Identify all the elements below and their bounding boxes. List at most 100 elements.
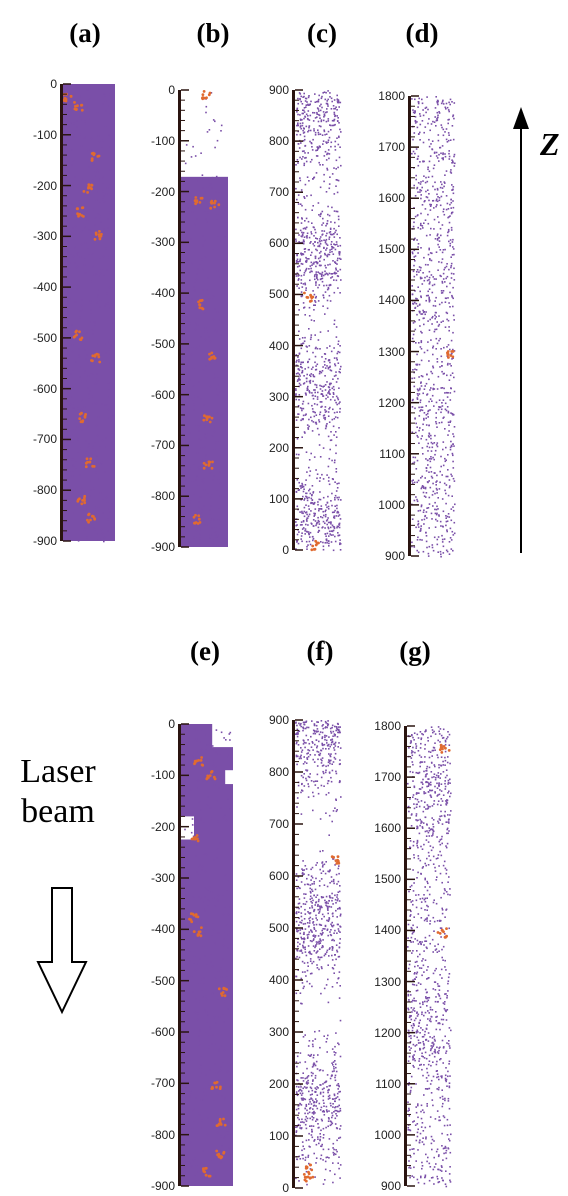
- tick-label: 800: [241, 135, 289, 147]
- particle-strip: [128, 86, 238, 556]
- tick-label: 1100: [353, 1078, 401, 1090]
- tick-label: 400: [241, 974, 289, 986]
- tick-label: 800: [241, 766, 289, 778]
- tick-label: -100: [127, 135, 175, 147]
- panel-label-b: (b): [183, 20, 243, 47]
- dense-region: [181, 724, 233, 1186]
- tick-label: -500: [9, 332, 57, 344]
- tick-label: -200: [127, 186, 175, 198]
- tick-label: -800: [127, 490, 175, 502]
- tick-label: 1800: [357, 90, 405, 102]
- tick-label: -300: [127, 872, 175, 884]
- down-arrow-icon: [36, 886, 88, 1016]
- tick-label: -600: [9, 383, 57, 395]
- tick-label: -200: [127, 821, 175, 833]
- cluster-mark: [331, 855, 340, 865]
- particle-strip: [128, 720, 238, 1194]
- tick-label: -600: [127, 389, 175, 401]
- tick-label: 1500: [357, 243, 405, 255]
- tick-label: -800: [127, 1129, 175, 1141]
- tick-label: 0: [241, 544, 289, 556]
- particle-strip: [240, 716, 350, 1190]
- panel-label-c: (c): [292, 20, 352, 47]
- tick-label: 1600: [357, 192, 405, 204]
- tick-label: -900: [127, 1180, 175, 1192]
- tick-label: 1100: [357, 448, 405, 460]
- tick-label: 900: [353, 1180, 401, 1192]
- tick-label: -500: [127, 338, 175, 350]
- cluster-mark: [201, 90, 211, 100]
- tick-label: -500: [127, 975, 175, 987]
- tick-label: 0: [127, 84, 175, 96]
- tick-label: 200: [241, 442, 289, 454]
- axis-line: [404, 726, 407, 1186]
- tick-label: 100: [241, 493, 289, 505]
- panel-label-e: (e): [175, 638, 235, 665]
- tick-label: -900: [127, 541, 175, 553]
- tick-label: 0: [9, 78, 57, 90]
- particle-dots: [407, 726, 452, 1187]
- tick-label: 100: [241, 1130, 289, 1142]
- cluster-mark: [303, 292, 314, 303]
- tick-label: 1700: [353, 771, 401, 783]
- axis-line: [292, 90, 295, 550]
- tick-label: -400: [127, 923, 175, 935]
- tick-label: 1400: [353, 924, 401, 936]
- tick-label: 300: [241, 1026, 289, 1038]
- tick-label: 900: [357, 550, 405, 562]
- tick-label: 500: [241, 288, 289, 300]
- tick-label: 200: [241, 1078, 289, 1090]
- z-axis-arrow: [508, 105, 534, 555]
- void-region: [212, 724, 233, 747]
- tick-label: 1300: [353, 976, 401, 988]
- particle-dots: [411, 96, 456, 558]
- tick-label: -700: [9, 433, 57, 445]
- tick-label: 1400: [357, 294, 405, 306]
- panel-label-f: (f): [290, 638, 350, 665]
- panel-label-g: (g): [385, 638, 445, 665]
- axis-line: [408, 96, 411, 556]
- cluster-mark: [437, 927, 448, 939]
- tick-label: 600: [241, 237, 289, 249]
- tick-label: -300: [9, 230, 57, 242]
- panel-e: 0-100-200-300-400-500-600-700-800-900: [128, 720, 238, 1194]
- tick-label: -800: [9, 484, 57, 496]
- cluster-mark: [310, 540, 320, 551]
- tick-label: 300: [241, 391, 289, 403]
- particle-strip: [356, 92, 466, 562]
- tick-label: -400: [9, 281, 57, 293]
- tick-label: 1200: [357, 397, 405, 409]
- tick-label: 400: [241, 340, 289, 352]
- particle-strip: [352, 722, 462, 1196]
- particle-strip: [240, 86, 350, 556]
- void-region: [181, 816, 194, 839]
- tick-label: 1000: [357, 499, 405, 511]
- tick-label: 1000: [353, 1129, 401, 1141]
- panel-a: 0-100-200-300-400-500-600-700-800-900: [8, 80, 118, 550]
- tick-label: -100: [127, 769, 175, 781]
- tick-label: 1200: [353, 1027, 401, 1039]
- tick-label: 700: [241, 186, 289, 198]
- tick-label: -300: [127, 236, 175, 248]
- particle-dots: [295, 720, 342, 1185]
- tick-label: 1300: [357, 346, 405, 358]
- tick-label: -700: [127, 439, 175, 451]
- particle-strip: [8, 80, 118, 550]
- axis-line: [60, 84, 63, 541]
- tick-label: 1600: [353, 822, 401, 834]
- tick-label: 1800: [353, 720, 401, 732]
- panel-b: 0 -100 -200 -300 -400 -500 -600 -700 -800 -900: [128, 86, 238, 556]
- tick-label: -400: [127, 287, 175, 299]
- tick-label: -700: [127, 1077, 175, 1089]
- tick-label: -200: [9, 180, 57, 192]
- axis-line: [178, 90, 181, 547]
- tick-label: 700: [241, 818, 289, 830]
- particle-dots: [295, 90, 342, 551]
- axis-line: [292, 720, 295, 1188]
- dense-region: [63, 84, 115, 541]
- void-region: [225, 770, 233, 784]
- laser-beam-label: Laser beam: [8, 752, 108, 832]
